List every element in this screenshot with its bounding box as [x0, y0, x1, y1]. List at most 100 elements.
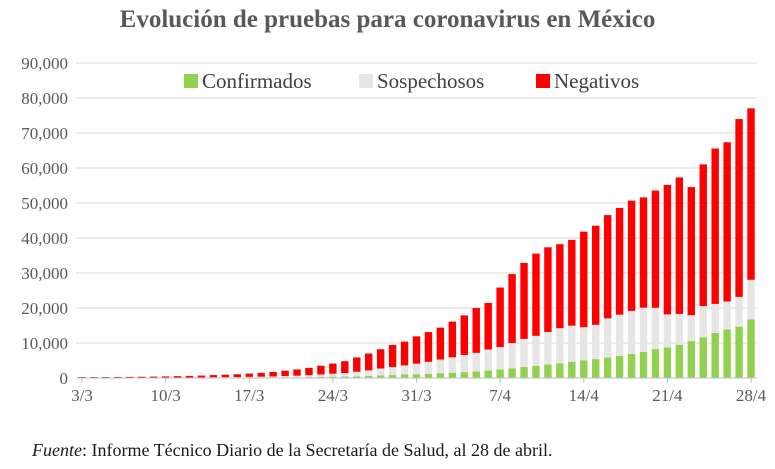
bar-negativos: [687, 187, 695, 316]
bar-negativos: [209, 375, 218, 378]
bar-group: [615, 207, 624, 378]
bar-confirmados: [615, 355, 624, 378]
bar-confirmados: [651, 349, 660, 378]
axes: 0 10,000 20,000 30,000 40,000 50,000 60,000 70,…: [21, 54, 766, 405]
bar-confirmados: [400, 374, 409, 378]
bar-confirmados: [520, 366, 528, 378]
legend-label: Confirmados: [202, 69, 312, 93]
bar-negativos: [699, 164, 707, 307]
x-tick-label: 7/4: [489, 386, 511, 405]
bar-negativos: [149, 376, 158, 378]
bar-group: [580, 231, 588, 378]
bar-confirmados: [508, 368, 516, 378]
bar-group: [388, 344, 397, 378]
bar-confirmados: [484, 370, 492, 378]
bar-confirmados: [412, 374, 421, 378]
bar-negativos: [472, 308, 480, 353]
bar-negativos: [711, 148, 719, 304]
bar-negativos: [78, 377, 86, 378]
bar-negativos: [412, 336, 421, 364]
bar-confirmados: [639, 351, 648, 378]
bar-confirmados: [460, 372, 468, 378]
bar-sospechosos: [711, 303, 719, 333]
bar-confirmados: [627, 353, 636, 378]
bar-group: [627, 200, 636, 378]
bar-sospechosos: [723, 301, 731, 330]
bar-sospechosos: [460, 354, 468, 373]
bar-confirmados: [747, 319, 755, 378]
bar-group: [305, 367, 313, 378]
bar-confirmados: [376, 375, 385, 378]
bar-sospechosos: [568, 325, 576, 362]
bar-negativos: [305, 367, 313, 376]
bar-group: [687, 187, 695, 378]
bar-negativos: [126, 376, 134, 378]
y-tick-label: 50,000: [21, 194, 68, 213]
bar-group: [412, 336, 421, 378]
bar-group: [245, 373, 253, 378]
bar-sospechosos: [472, 352, 480, 372]
source-text: : Informe Técnico Diario de la Secretarí…: [81, 440, 553, 460]
bar-negativos: [281, 370, 289, 377]
bar-negativos: [723, 142, 731, 302]
bar-negativos: [663, 184, 672, 315]
bar-group: [723, 142, 731, 378]
legend-item-negativos: Negativos: [536, 69, 639, 93]
bar-sospechosos: [544, 331, 552, 365]
bar-negativos: [496, 287, 504, 348]
bar-negativos: [376, 349, 385, 369]
bar-group: [544, 247, 552, 378]
bar-group: [508, 274, 516, 378]
bar-sospechosos: [317, 374, 325, 377]
bar-confirmados: [532, 365, 540, 378]
bar-negativos: [221, 374, 230, 378]
bar-negativos: [114, 376, 122, 378]
x-tick-label: 31/3: [401, 386, 431, 405]
legend-swatch: [184, 74, 198, 88]
bar-group: [472, 308, 480, 378]
x-tick-label: 17/3: [234, 386, 264, 405]
bar-confirmados: [353, 376, 361, 378]
bar-sospechosos: [388, 366, 397, 376]
bar-sospechosos: [281, 376, 289, 378]
bar-sospechosos: [663, 314, 672, 348]
bar-confirmados: [675, 344, 684, 378]
bar-sospechosos: [735, 296, 743, 327]
bar-negativos: [341, 361, 349, 374]
legend-swatch: [536, 74, 550, 88]
bar-group: [592, 225, 600, 378]
bar-sospechosos: [448, 357, 457, 373]
bar-sospechosos: [233, 377, 241, 378]
bar-sospechosos: [424, 361, 433, 374]
bar-group: [484, 302, 492, 378]
bar-negativos: [544, 247, 552, 332]
bar-negativos: [520, 262, 528, 339]
bar-confirmados: [436, 373, 445, 378]
bar-negativos: [424, 332, 433, 362]
bar-negativos: [197, 375, 206, 378]
bar-group: [400, 341, 409, 378]
gridlines: [76, 62, 757, 344]
bar-group: [651, 190, 660, 378]
bar-negativos: [568, 239, 576, 326]
legend-swatch: [359, 74, 373, 88]
legend-label: Sospechosos: [377, 69, 484, 93]
y-tick-label: 80,000: [21, 89, 68, 108]
bar-negativos: [627, 200, 636, 311]
bar-negativos: [603, 215, 612, 319]
bar-confirmados: [568, 361, 576, 378]
bar-group: [735, 119, 743, 378]
y-tick-label: 10,000: [21, 334, 68, 353]
bar-group: [436, 327, 445, 378]
bar-negativos: [233, 374, 241, 378]
bar-negativos: [460, 315, 468, 355]
bar-sospechosos: [484, 349, 492, 371]
bar-confirmados: [735, 326, 743, 378]
bar-negativos: [293, 369, 301, 376]
bar-negativos: [556, 244, 564, 329]
bar-group: [269, 371, 277, 378]
bar-sospechosos: [556, 328, 564, 364]
bar-negativos: [448, 321, 457, 358]
bar-group: [663, 184, 672, 378]
